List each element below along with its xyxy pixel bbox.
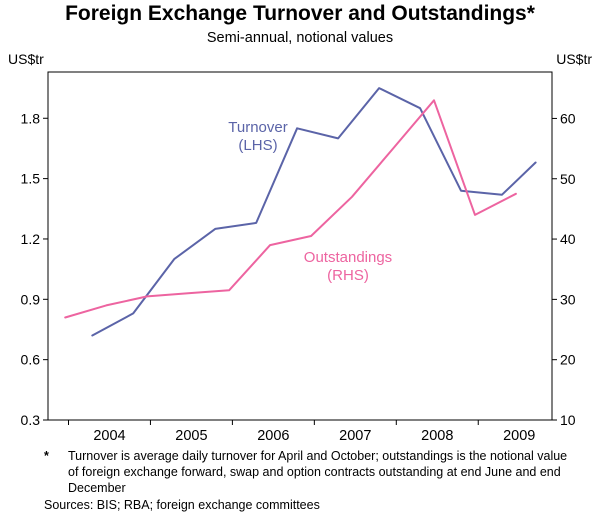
- footnote: * Turnover is average daily turnover for…: [44, 448, 580, 496]
- chart-title: Foreign Exchange Turnover and Outstandin…: [65, 2, 535, 25]
- chart-subtitle: Semi-annual, notional values: [206, 30, 394, 46]
- left-axis-tick-label: 0.9: [21, 291, 41, 307]
- right-axis-unit-label: US$tr: [556, 51, 592, 67]
- left-axis-tick-label: 1.2: [21, 231, 41, 247]
- x-axis-tick-label: 2005: [175, 428, 207, 444]
- x-axis-tick-label: 2006: [257, 428, 289, 444]
- right-axis-tick-label: 20: [560, 352, 576, 368]
- left-axis-unit-label: US$tr: [8, 51, 44, 67]
- x-axis-tick-label: 2008: [421, 428, 453, 444]
- x-axis-tick-label: 2009: [503, 428, 535, 444]
- turnover-line: [91, 87, 537, 337]
- fx-turnover-outstandings-chart: 0.3 0.6 0.9 1.2 1.5 1.8 10 20 30 40 50 60 2004 2005 20…: [8, 51, 592, 444]
- right-axis-tick-label: 10: [560, 412, 576, 428]
- x-axis-tick-label: 2007: [339, 428, 371, 444]
- right-axis-tick-label: 50: [560, 171, 576, 187]
- plot-frame: [47, 71, 553, 421]
- outstandings-series-label: Outstandings: [304, 249, 392, 266]
- right-axis-tick-label: 60: [560, 110, 576, 126]
- left-axis-tick-label: 1.5: [21, 171, 41, 187]
- right-axis-tick-label: 30: [560, 291, 576, 307]
- left-axis-tick-label: 0.3: [21, 412, 41, 428]
- outstandings-series-axis-label: (RHS): [327, 267, 369, 284]
- turnover-series-axis-label: (LHS): [238, 137, 277, 154]
- right-axis-tick-label: 40: [560, 231, 576, 247]
- left-axis-tick-label: 1.8: [21, 110, 41, 126]
- x-axis-tick-label: 2004: [93, 428, 125, 444]
- sources-line: Sources: BIS; RBA; foreign exchange comm…: [44, 498, 320, 512]
- left-axis-tick-label: 0.6: [21, 352, 41, 368]
- footnote-marker: *: [44, 449, 49, 463]
- turnover-series-label: Turnover: [228, 119, 287, 136]
- outstandings-line: [64, 99, 517, 319]
- footnote-text: Turnover is average daily turnover for A…: [68, 449, 568, 495]
